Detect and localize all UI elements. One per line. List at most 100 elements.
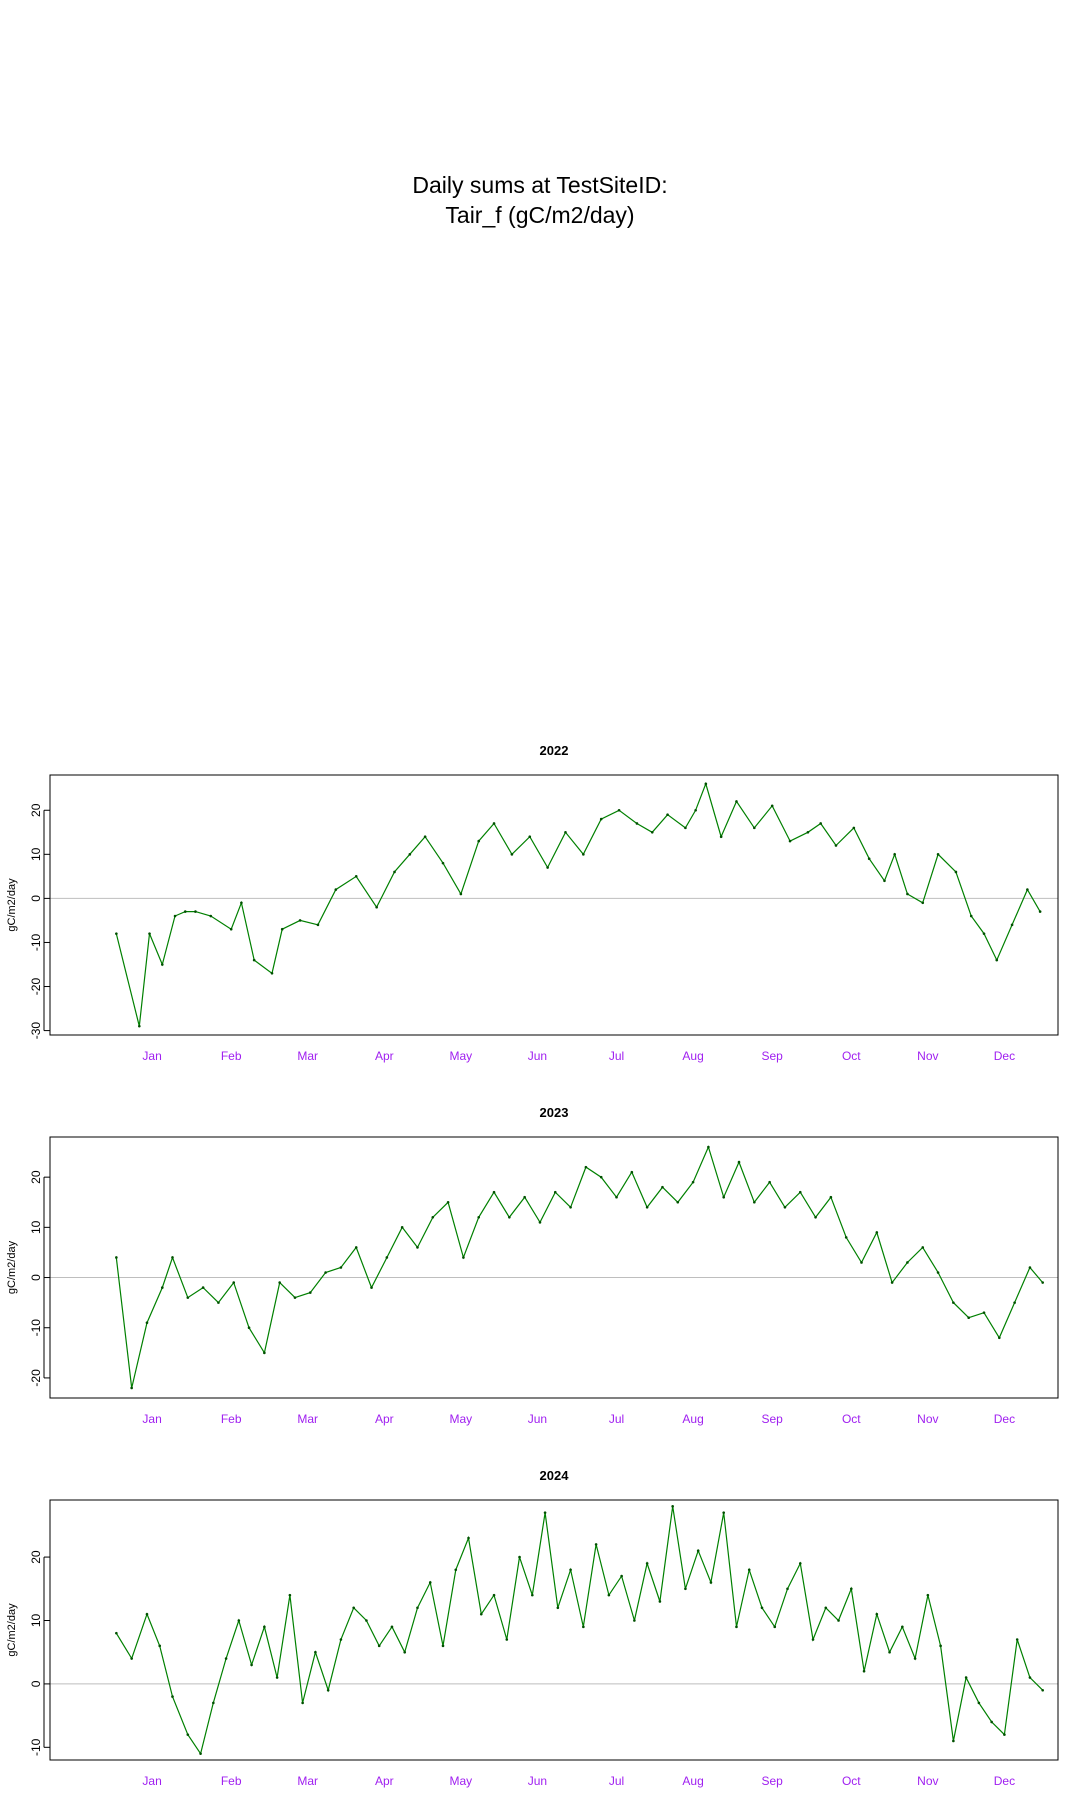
data-point [564,830,567,834]
y-tick-label: 10 [29,847,43,861]
data-point [275,1676,279,1679]
data-point [543,1511,547,1514]
data-point [594,1543,598,1546]
data-point [1041,1688,1044,1692]
data-point [952,1739,955,1743]
y-tick-label: 0 [29,895,43,902]
data-point [416,1606,419,1610]
data-point [798,1562,802,1565]
data-point [969,914,973,918]
data-point [939,1644,942,1648]
data-point [875,1612,879,1616]
data-point [201,1286,205,1289]
panel-title: 2024 [540,1468,570,1483]
data-point [375,905,378,909]
y-tick-label: 20 [29,1170,43,1184]
data-point [339,1266,343,1269]
panel-2023: 2023 -20 -10 0 10 20 gC/m2/day Jan Feb Mar Apr May J… [6,1105,1059,1426]
data-point [171,1256,174,1259]
data-point [569,1205,572,1209]
y-tick-label: 10 [29,1220,43,1234]
month-label-feb: Feb [221,1774,242,1788]
data-point [160,1286,164,1289]
data-point [569,1568,572,1572]
month-label-feb: Feb [221,1412,242,1426]
panel-title: 2023 [540,1105,569,1120]
month-label-nov: Nov [917,1049,938,1063]
data-point [183,910,187,913]
y-tick-label: 20 [29,1550,43,1564]
data-point [354,875,358,878]
month-label-mar: Mar [297,1774,318,1788]
data-point [301,1701,304,1705]
data-point [921,1246,925,1249]
data-point [115,1631,118,1635]
data-point [735,800,738,803]
y-axis-label: gC/m2/day [6,878,18,932]
data-point [735,1625,738,1629]
month-label-apr: Apr [375,1412,394,1426]
data-point [1003,1733,1006,1736]
data-point [658,1600,662,1603]
data-point [194,910,197,913]
data-point [423,835,427,838]
data-point [684,1587,687,1591]
data-point [1038,910,1042,913]
data-point [324,1271,327,1274]
data-point [377,1644,381,1648]
data-point [824,1606,828,1610]
data-point [661,1185,664,1189]
panel-title: 2022 [540,743,569,758]
data-point [671,1505,674,1508]
month-label-may: May [450,1774,473,1788]
data-point [582,1625,585,1629]
data-point [365,1619,368,1622]
data-point [773,1625,777,1629]
data-point [334,888,338,891]
data-point [518,1555,521,1559]
data-point [446,1200,450,1204]
month-label-dec: Dec [994,1774,1015,1788]
data-point [556,1606,560,1610]
data-point [650,830,654,834]
data-point [936,853,940,856]
data-point [1026,888,1029,891]
month-label-jan: Jan [142,1774,161,1788]
data-point [428,1581,432,1584]
month-label-jan: Jan [142,1049,161,1063]
data-point [403,1650,407,1654]
data-point [224,1657,228,1660]
data-point [888,1650,891,1654]
month-label-may: May [450,1049,473,1063]
data-point [308,1291,312,1294]
data-point [115,1256,118,1259]
data-point [528,835,532,838]
data-point [1013,1301,1016,1304]
data-point [171,1695,174,1698]
data-point [913,1657,917,1660]
data-point [819,822,822,825]
data-point [538,1221,542,1224]
data-point [467,1536,470,1540]
plot-frame [49,1499,1059,1761]
data-point [408,853,412,856]
data-point [270,972,274,975]
month-label-nov: Nov [917,1774,938,1788]
data-point [645,1562,649,1565]
data-point [811,1638,815,1641]
data-point [696,1549,700,1553]
data-point [954,870,958,874]
y-tick-label: 20 [29,803,43,817]
data-point [492,1190,496,1194]
data-point [492,1593,496,1597]
data-point [753,826,756,830]
data-point [694,808,697,812]
data-point [199,1752,202,1755]
panel-2024: 2024 -10 0 10 20 gC/m2/day Jan Feb Mar Apr May Jun J… [6,1468,1059,1788]
data-point [737,1160,741,1164]
data-point [798,1190,802,1194]
data-point [707,1145,710,1149]
data-point [158,1644,162,1648]
data-point [615,1195,618,1199]
